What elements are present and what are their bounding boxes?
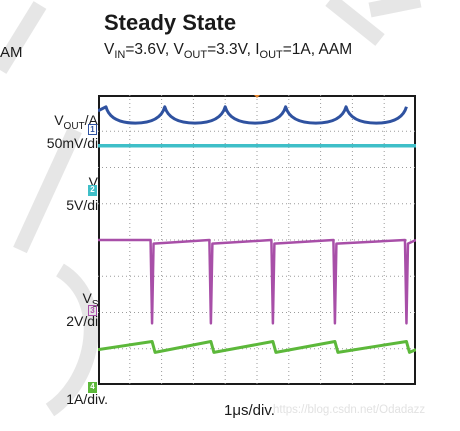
channel-1-marker: 1	[88, 124, 97, 135]
il-trace	[98, 340, 416, 354]
oscilloscope-plot: T	[98, 95, 416, 385]
vsw-trace	[98, 238, 416, 325]
trigger-marker-shape	[254, 95, 260, 98]
cutoff-label: AM	[0, 44, 23, 61]
channel-3-marker: 3	[88, 305, 97, 316]
watermark-strokes	[0, 0, 422, 417]
trigger-marker: T	[254, 95, 260, 98]
channel-2-marker: 2	[88, 185, 97, 196]
credit-text: https://blog.csdn.net/Odadazz	[273, 404, 426, 416]
plot-traces	[98, 105, 416, 354]
channel-4-marker: 4	[88, 382, 97, 393]
x-scale-label: 1μs/div.	[224, 402, 275, 419]
vout-trace	[98, 105, 408, 125]
chart-title: Steady State	[104, 10, 237, 35]
chart-subtitle: VIN=3.6V, VOUT=3.3V, IOUT=1A, AAM	[104, 41, 353, 62]
